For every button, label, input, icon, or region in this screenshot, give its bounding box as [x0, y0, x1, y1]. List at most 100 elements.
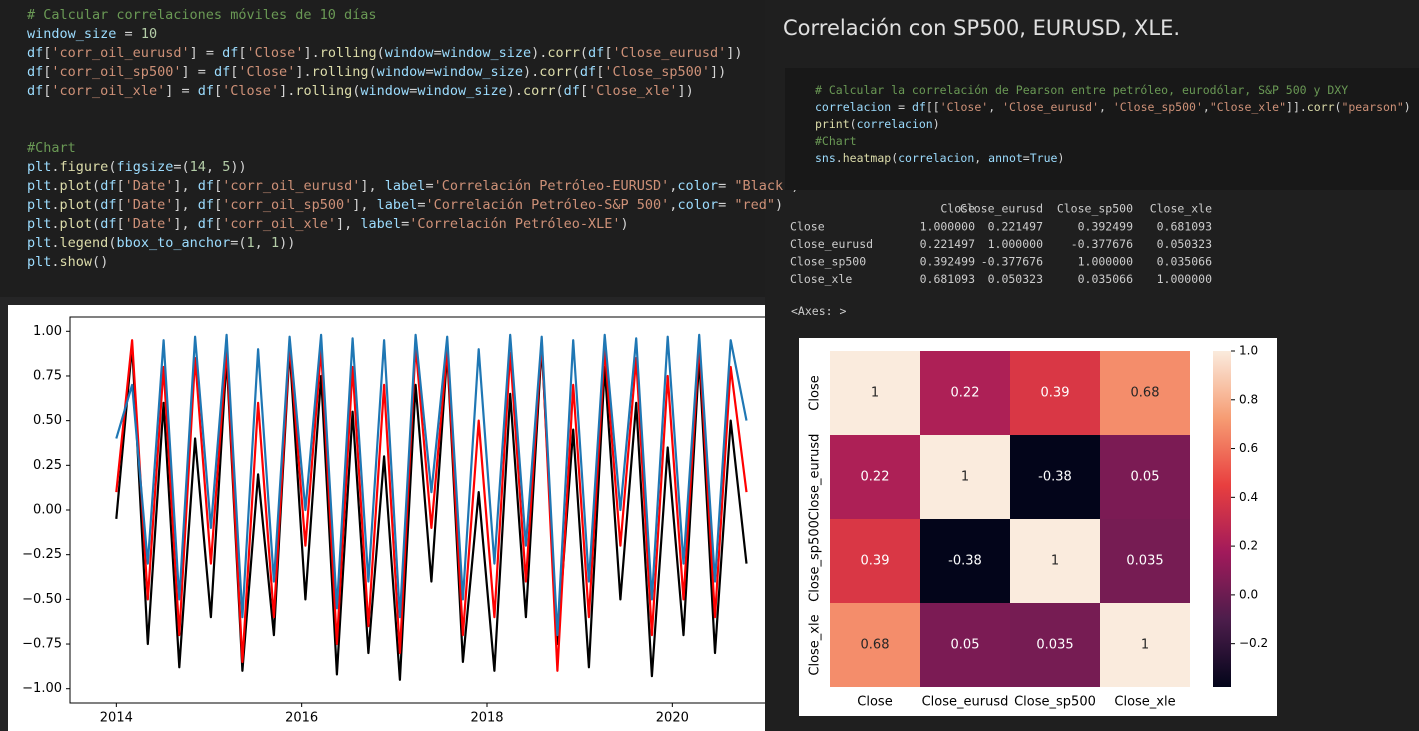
heatmap-cell [1100, 351, 1190, 435]
cell-annotation: -0.38 [948, 554, 982, 569]
table-cell: 0.392499 [920, 255, 975, 269]
colorbar-tick-label: 0.4 [1239, 490, 1258, 504]
x-tick-label: Close_xle [1114, 695, 1175, 710]
x-tick-label: 2016 [285, 711, 318, 726]
code-line: plt.plot(df['Date'], df['corr_oil_eurusd… [27, 178, 799, 194]
cell-annotation: 0.68 [861, 638, 890, 653]
y-tick-label: −0.50 [22, 592, 62, 607]
code-line: df['corr_oil_eurusd'] = df['Close'].roll… [27, 45, 743, 61]
x-tick-label: 2014 [100, 711, 133, 726]
table-cell: 1.000000 [988, 237, 1043, 251]
table-cell: 1.000000 [920, 220, 975, 234]
heatmap: 1 0.22 0.39 0.68 0.22 1 -0.38 0.05 0.39 -0.38 1 0.0… [799, 338, 1277, 716]
cell-annotation: 1 [1141, 638, 1149, 653]
cell-annotation: 0.39 [861, 554, 890, 569]
y-tick-label: 0.00 [33, 503, 62, 518]
table-header: Close_eurusd [960, 202, 1043, 216]
code-block: # Calcular la correlación de Pearson ent… [815, 82, 1411, 167]
colorbar-tick-label: −0.2 [1239, 636, 1268, 650]
table-cell: 0.050323 [988, 272, 1043, 286]
table-cell: -0.377676 [981, 255, 1043, 269]
heatmap-cell [1010, 435, 1100, 519]
heatmap-cell [830, 519, 920, 603]
table-header: Close_xle [1150, 202, 1212, 216]
heatmap-cell [1100, 435, 1190, 519]
colorbar-tick-label: 0.6 [1239, 441, 1258, 455]
cell-annotation: 1 [871, 386, 879, 401]
heatmap-cell [1100, 519, 1190, 603]
code-line: #Chart [815, 134, 857, 148]
table-cell: 0.221497 [920, 237, 975, 251]
heatmap-cell [1010, 603, 1100, 687]
code-line: print(correlacion) [815, 117, 940, 131]
table-cell: 0.035066 [1157, 255, 1212, 269]
cell-annotation: 0.68 [1131, 386, 1160, 401]
x-tick-label: Close [857, 695, 892, 710]
colorbar-tick-label: 0.2 [1239, 539, 1258, 553]
heatmap-cell [830, 603, 920, 687]
colorbar-tick-label: 0.0 [1239, 587, 1258, 601]
y-tick-label: −1.00 [22, 681, 62, 696]
table-cell: 1.000000 [1078, 255, 1133, 269]
heatmap-cell [830, 435, 920, 519]
table-cell: 0.050323 [1157, 237, 1212, 251]
code-block: #Chart plt.figure(figsize=(14, 5)) plt.plo… [27, 139, 799, 272]
colorbar-tick-label: 0.8 [1239, 392, 1258, 406]
x-tick-label: 2018 [470, 711, 503, 726]
code-line: plt.plot(df['Date'], df['corr_oil_xle'],… [27, 216, 629, 232]
cell-annotation: -0.38 [1038, 470, 1072, 485]
cell-annotation: 0.035 [1036, 638, 1073, 653]
x-tick-label: Close_sp500 [1014, 695, 1096, 710]
cell-annotation: 1 [1051, 554, 1059, 569]
y-tick-label: 0.50 [33, 413, 62, 428]
y-tick-label: 0.25 [33, 458, 62, 473]
heatmap-cell [920, 351, 1010, 435]
y-tick-label: 1.00 [33, 324, 62, 339]
cell-annotation: 0.22 [951, 386, 980, 401]
row-label: Close [790, 220, 825, 234]
row-label: Close_xle [790, 272, 852, 286]
series-line [115, 339, 748, 672]
code-line: plt.legend(bbox_to_anchor=(1, 1)) [27, 235, 296, 251]
y-tick-label: Close_sp500 [808, 520, 823, 602]
series-line [115, 333, 748, 637]
axes-frame [69, 316, 765, 704]
section-title: Correlación con SP500, EURUSD, XLE. [783, 16, 1181, 40]
table-header: Close [940, 202, 975, 216]
code-line: # Calcular la correlación de Pearson ent… [815, 83, 1349, 97]
y-tick-label: Close_eurusd [808, 434, 823, 521]
y-tick-label: −0.25 [22, 547, 62, 562]
heatmap-cell [920, 435, 1010, 519]
heatmap-cell [920, 603, 1010, 687]
code-line: window_size = 10 [27, 26, 158, 42]
code-line: plt.plot(df['Date'], df['corr_oil_sp500'… [27, 197, 784, 213]
axes-repr: <Axes: > [791, 304, 847, 318]
y-tick-label: −0.75 [22, 637, 62, 652]
heatmap-cell [830, 351, 920, 435]
heatmap-cell [1010, 351, 1100, 435]
table-cell: 0.035066 [1078, 272, 1133, 286]
code-line: df['corr_oil_sp500'] = df['Close'].rolli… [27, 64, 727, 80]
code-block: # Calcular correlaciones móviles de 10 d… [27, 6, 743, 101]
heatmap-cell [1100, 603, 1190, 687]
code-line: correlacion = df[['Close', 'Close_eurusd… [815, 100, 1411, 114]
colorbar-tick-label: 1.0 [1239, 344, 1258, 358]
row-label: Close_sp500 [790, 255, 866, 269]
y-tick-label: Close [808, 375, 823, 410]
table-header: Close_sp500 [1057, 202, 1133, 216]
code-line: # Calcular correlaciones móviles de 10 d… [27, 7, 377, 23]
code-line: plt.figure(figsize=(14, 5)) [27, 159, 247, 175]
y-tick-label: Close_xle [808, 614, 823, 675]
cell-annotation: 1 [961, 470, 969, 485]
table-cell: 0.681093 [1157, 220, 1212, 234]
cell-annotation: 0.035 [1126, 554, 1163, 569]
table-cell: 0.221497 [988, 220, 1043, 234]
series-line [115, 344, 748, 681]
x-tick-label: 2020 [656, 711, 689, 726]
row-label: Close_eurusd [790, 237, 873, 251]
colorbar [1213, 351, 1231, 687]
table-cell: 0.392499 [1078, 220, 1133, 234]
code-cell: # Calcular correlaciones móviles de 10 d… [0, 0, 799, 297]
